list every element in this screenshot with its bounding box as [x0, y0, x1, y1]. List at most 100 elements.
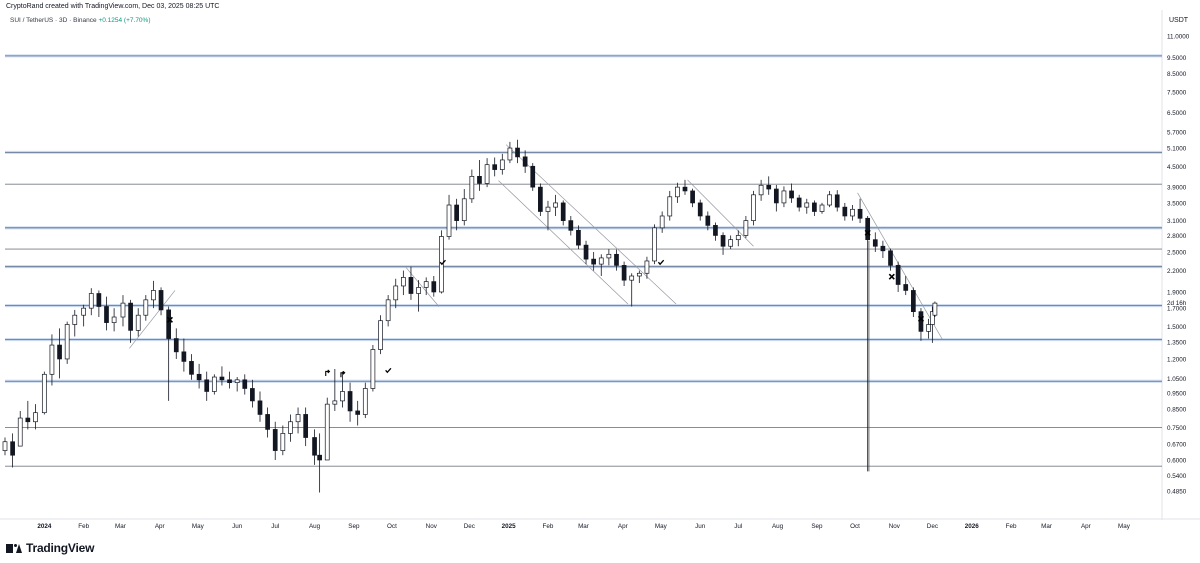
symbol-legend[interactable]: SUI / TetherUS · 3D · Binance +0.1254 (+… — [10, 17, 151, 24]
trendline — [498, 180, 629, 305]
candle-down — [560, 202, 566, 221]
candle-up — [598, 257, 604, 265]
candle-up — [636, 272, 642, 277]
brand-name: TradingView — [26, 541, 95, 555]
candle-down — [842, 206, 848, 217]
candle-up — [484, 164, 490, 184]
x-tick-label: May — [1118, 523, 1131, 530]
y-tick-label: 5.1000 — [1167, 146, 1187, 153]
candle-down — [96, 293, 102, 307]
candle-down — [697, 202, 703, 217]
candle-down — [682, 186, 688, 192]
y-tick-label: 0.7500 — [1167, 425, 1187, 432]
x-tick-label: Jul — [734, 523, 742, 530]
candle-up — [553, 202, 558, 208]
arrow-marker-icon — [340, 370, 346, 378]
y-tick-label: 1.2000 — [1167, 356, 1187, 363]
x-marker-icon — [917, 315, 925, 322]
candle-down — [303, 414, 309, 438]
candle-down — [865, 217, 871, 241]
candle-up — [659, 215, 665, 229]
candle-up — [362, 388, 368, 415]
candle-up — [280, 433, 286, 451]
y-tick-label: 0.4850 — [1167, 489, 1187, 496]
candle-up — [644, 260, 650, 274]
price-countdown-label: 2d 16h — [1167, 300, 1187, 307]
x-tick-label: Mar — [1041, 523, 1052, 530]
candle-down — [568, 220, 574, 231]
candle-down — [888, 250, 893, 266]
candle-up — [234, 379, 240, 383]
y-tick-label: 1.5000 — [1167, 324, 1187, 331]
candle-down — [591, 258, 596, 265]
currency-label: USDT — [1169, 17, 1189, 24]
candle-up — [211, 376, 217, 392]
candle-down — [910, 290, 916, 312]
y-tick-label: 9.5000 — [1167, 55, 1187, 62]
x-tick-label: May — [192, 523, 205, 530]
y-tick-label: 7.5000 — [1167, 89, 1187, 96]
x-tick-label: Mar — [115, 523, 126, 530]
trendline — [687, 179, 754, 247]
tradingview-logo-icon — [6, 543, 23, 553]
candle-up — [743, 220, 749, 236]
candle-down — [872, 239, 878, 247]
candle-up — [507, 147, 513, 161]
interval-label[interactable]: 3D — [59, 17, 68, 24]
candle-up — [751, 194, 756, 221]
candles-group — [2, 139, 938, 493]
y-tick-label: 8.5000 — [1167, 71, 1187, 78]
x-marker-icon — [166, 316, 173, 323]
candle-down — [312, 437, 317, 456]
x-tick-label: 2026 — [965, 523, 980, 530]
x-tick-label: Apr — [155, 523, 165, 530]
candle-down — [250, 388, 255, 402]
candle-down — [796, 197, 802, 208]
y-tick-label: 0.5400 — [1167, 473, 1187, 480]
candle-up — [41, 373, 47, 414]
candle-down — [181, 351, 187, 362]
candle-down — [173, 338, 179, 353]
candle-down — [408, 277, 414, 294]
candle-up — [378, 320, 383, 350]
y-tick-label: 11.0000 — [1167, 34, 1190, 41]
candle-down — [530, 165, 536, 188]
y-tick-label: 5.7000 — [1167, 129, 1187, 136]
candle-down — [766, 184, 772, 190]
candle-up — [324, 403, 330, 461]
candle-up — [49, 344, 55, 375]
x-tick-label: Jul — [271, 523, 279, 530]
candle-down — [454, 204, 459, 221]
candle-down — [880, 245, 886, 252]
x-tick-label: May — [655, 523, 668, 530]
y-tick-label: 0.9500 — [1167, 391, 1187, 398]
candle-down — [10, 441, 15, 456]
x-marker-icon — [888, 273, 895, 280]
candle-up — [469, 175, 475, 200]
symbol-name[interactable]: SUI / TetherUS — [10, 17, 54, 24]
candle-up — [143, 299, 149, 316]
candle-up — [675, 186, 680, 198]
candle-up — [819, 204, 825, 212]
trendline — [129, 290, 176, 349]
y-tick-label: 1.3500 — [1167, 339, 1187, 346]
x-tick-label: Sep — [348, 523, 360, 530]
candle-up — [288, 421, 293, 434]
candle-up — [2, 441, 8, 451]
candle-down — [25, 417, 31, 423]
x-tick-label: Feb — [543, 523, 554, 530]
candle-down — [918, 311, 924, 332]
candle-down — [219, 376, 225, 381]
candle-down — [189, 361, 194, 375]
candle-down — [355, 410, 361, 415]
candle-up — [88, 293, 94, 309]
x-tick-label: Nov — [889, 523, 901, 530]
x-marker-icon — [864, 229, 871, 236]
candle-down — [705, 215, 711, 226]
y-tick-label: 1.7000 — [1167, 306, 1187, 313]
tradingview-logo[interactable]: TradingView — [6, 541, 94, 555]
candle-up — [423, 281, 429, 288]
x-tick-label: Aug — [772, 523, 784, 530]
candle-down — [317, 454, 322, 461]
